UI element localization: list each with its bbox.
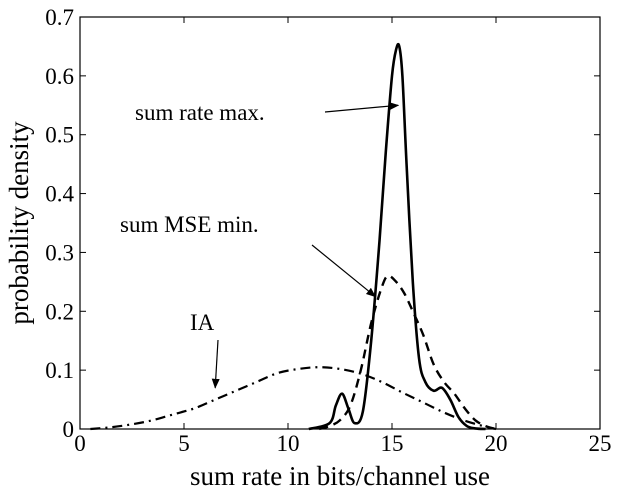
- x-axis-title: sum rate in bits/channel use: [190, 461, 490, 491]
- x-tick-label: 0: [74, 431, 86, 456]
- y-tick-label: 0: [63, 417, 75, 442]
- series-line-0: [308, 42, 486, 431]
- annotation-label: sum MSE min.: [120, 212, 259, 237]
- axis-ticks: 0 5 10 15 20 25 0 0.1 0.2 0.3 0.4 0.5 0.6 0.7: [45, 5, 611, 456]
- annotation-label: sum rate max.: [135, 100, 265, 125]
- annotation-arrow: [211, 339, 220, 389]
- y-tick-label: 0.7: [45, 5, 74, 30]
- plot-area: [79, 16, 601, 430]
- x-tick-label: 15: [381, 431, 404, 456]
- series-line-2: [90, 366, 497, 431]
- y-tick-label: 0.6: [45, 64, 74, 89]
- x-tick-label: 25: [589, 431, 612, 456]
- annotations: sum rate max. sum MSE min. IA: [120, 100, 400, 389]
- y-tick-label: 0.3: [45, 240, 74, 265]
- series-layer: [90, 42, 497, 431]
- x-tick-label: 20: [485, 431, 508, 456]
- y-tick-label: 0.4: [45, 182, 74, 207]
- y-axis-title: probability density: [4, 121, 34, 325]
- annotation-arrow: [324, 102, 400, 113]
- y-tick-label: 0.1: [45, 358, 74, 383]
- y-tick-label: 0.2: [45, 299, 74, 324]
- series-line-1: [318, 274, 497, 431]
- y-tick-label: 0.5: [45, 123, 74, 148]
- annotation-arrow: [311, 244, 377, 298]
- annotation-label: IA: [190, 310, 215, 335]
- x-tick-label: 10: [277, 431, 300, 456]
- x-tick-label: 5: [178, 431, 190, 456]
